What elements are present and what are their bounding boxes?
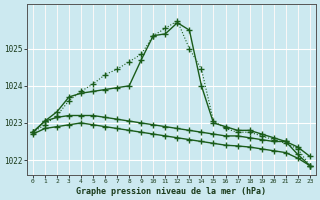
X-axis label: Graphe pression niveau de la mer (hPa): Graphe pression niveau de la mer (hPa) — [76, 187, 266, 196]
